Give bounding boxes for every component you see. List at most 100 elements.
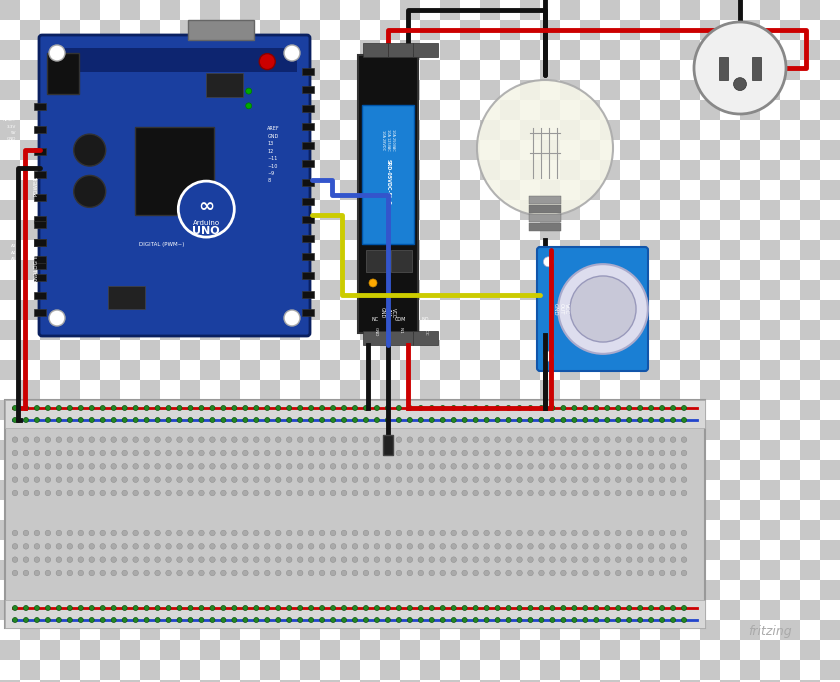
Bar — [780, 260, 800, 280]
Circle shape — [319, 450, 325, 456]
Bar — [660, 420, 680, 440]
Bar — [320, 280, 340, 300]
Circle shape — [331, 406, 335, 411]
Bar — [60, 460, 80, 480]
Bar — [40, 20, 60, 40]
Bar — [480, 80, 500, 100]
Bar — [820, 520, 840, 540]
Bar — [420, 100, 440, 120]
Circle shape — [198, 477, 204, 482]
Bar — [440, 500, 460, 520]
Bar — [0, 620, 20, 640]
Bar — [560, 620, 580, 640]
Circle shape — [24, 570, 29, 576]
Circle shape — [177, 406, 182, 411]
Bar — [360, 160, 380, 180]
Circle shape — [560, 450, 566, 456]
Bar — [200, 280, 220, 300]
Bar — [40, 680, 60, 682]
Circle shape — [648, 544, 654, 549]
Bar — [100, 640, 120, 660]
Bar — [340, 520, 360, 540]
Bar — [180, 380, 200, 400]
Bar — [640, 500, 660, 520]
Circle shape — [165, 437, 171, 443]
Bar — [440, 440, 460, 460]
Bar — [0, 500, 20, 520]
Circle shape — [648, 490, 654, 496]
Bar — [560, 180, 580, 200]
Circle shape — [571, 477, 577, 482]
Circle shape — [122, 530, 128, 536]
Bar — [360, 440, 380, 460]
Bar — [340, 320, 360, 340]
Circle shape — [111, 530, 117, 536]
Bar — [480, 40, 500, 60]
Bar — [700, 560, 720, 580]
Circle shape — [451, 464, 456, 469]
Bar — [180, 500, 200, 520]
Bar — [120, 380, 140, 400]
Bar — [760, 460, 780, 480]
Bar — [800, 180, 820, 200]
Circle shape — [561, 406, 566, 411]
Bar — [540, 140, 560, 160]
Circle shape — [45, 464, 50, 469]
Circle shape — [648, 477, 654, 482]
Bar — [480, 620, 500, 640]
Bar — [560, 600, 580, 620]
Circle shape — [165, 530, 171, 536]
Bar — [207, 74, 244, 97]
Bar — [360, 80, 380, 100]
Bar — [140, 520, 160, 540]
Bar — [0, 200, 20, 220]
Bar — [660, 100, 680, 120]
Circle shape — [34, 464, 39, 469]
Bar — [560, 640, 580, 660]
Circle shape — [297, 477, 303, 482]
Bar — [400, 320, 420, 340]
Circle shape — [187, 477, 193, 482]
Bar — [120, 640, 140, 660]
Bar — [260, 160, 280, 180]
Circle shape — [89, 450, 95, 456]
Circle shape — [24, 450, 29, 456]
Bar — [180, 400, 200, 420]
Circle shape — [111, 617, 116, 623]
Bar — [680, 120, 700, 140]
Bar — [820, 220, 840, 240]
Circle shape — [198, 450, 204, 456]
Bar — [380, 220, 400, 240]
Bar — [800, 500, 820, 520]
Bar — [700, 60, 720, 80]
Bar — [240, 360, 260, 380]
Bar — [440, 540, 460, 560]
Bar — [320, 160, 340, 180]
Bar — [100, 220, 120, 240]
Circle shape — [364, 617, 369, 623]
Bar — [620, 420, 640, 440]
Bar — [280, 380, 300, 400]
Circle shape — [89, 557, 95, 563]
Bar — [500, 680, 520, 682]
Circle shape — [506, 544, 512, 549]
Bar — [320, 580, 340, 600]
Circle shape — [495, 406, 500, 411]
Bar — [200, 220, 220, 240]
Bar — [260, 440, 280, 460]
Bar — [580, 200, 600, 220]
Bar — [680, 20, 700, 40]
Circle shape — [429, 437, 434, 443]
Circle shape — [341, 490, 347, 496]
Bar — [260, 100, 280, 120]
Bar — [700, 540, 720, 560]
Circle shape — [627, 606, 632, 610]
Bar — [420, 440, 440, 460]
Bar — [720, 480, 740, 500]
Bar — [34, 148, 46, 155]
Bar — [420, 260, 440, 280]
Circle shape — [286, 490, 292, 496]
Bar — [20, 420, 40, 440]
Circle shape — [187, 544, 193, 549]
Bar — [80, 540, 100, 560]
